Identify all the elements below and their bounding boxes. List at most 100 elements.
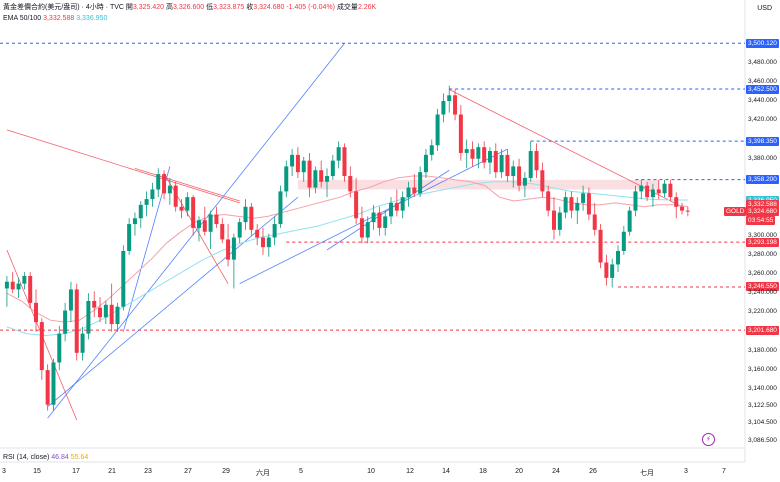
candle-body [307, 160, 312, 188]
candle-body [266, 237, 271, 248]
price-tick-label: 3,246.550 [746, 282, 779, 292]
candle-body [28, 275, 33, 303]
trendline [326, 169, 450, 251]
candle-body [354, 191, 359, 219]
candle-body [243, 206, 248, 223]
candle-body [610, 264, 615, 278]
bar-countdown: 03:54:55 [746, 216, 776, 226]
candle-body [470, 149, 475, 159]
lightning-icon[interactable]: ⚡ [702, 433, 715, 446]
candle-body [278, 191, 283, 225]
candle-body [540, 170, 545, 192]
candle-body [371, 212, 376, 223]
candle-body [249, 206, 254, 230]
candle-body [231, 237, 236, 260]
candle-body [220, 224, 225, 240]
price-tick-label: 3,300.000 [748, 231, 777, 239]
time-tick-label: 29 [222, 468, 230, 475]
candle-body [51, 362, 56, 405]
candle-body [348, 176, 353, 192]
rsi-legend[interactable]: RSI (14, close) 46.84 55.64 [3, 453, 88, 463]
candle-body [639, 185, 644, 192]
candle-body [616, 250, 621, 265]
candle-body [499, 154, 504, 173]
candle-body [284, 166, 289, 192]
candle-body [121, 250, 126, 307]
price-tick-label: 3,280.000 [748, 250, 777, 258]
time-tick-label: 3 [2, 468, 6, 475]
trendline [6, 129, 240, 204]
trendline [134, 167, 240, 202]
price-tick-label: 3,452.500 [746, 84, 779, 94]
candle-body [16, 283, 21, 290]
candle-body [482, 147, 487, 163]
trendline [122, 166, 171, 332]
price-tick-label: 3,332.588 [746, 199, 779, 209]
price-tick-label: 3,324.680 [746, 207, 779, 217]
candle-body [202, 220, 207, 232]
candle-body [563, 197, 568, 213]
candle-body [365, 222, 370, 238]
candle-body [627, 210, 632, 232]
price-tick-label: 3,460.000 [748, 77, 777, 85]
time-tick-label: 14 [442, 468, 450, 475]
candle-body [86, 300, 91, 334]
candle-body [272, 224, 277, 238]
candle-body [517, 166, 522, 186]
time-tick-label: 23 [144, 468, 152, 475]
low-value: 3,323.875 [213, 4, 245, 11]
low-label: 低 [206, 4, 214, 11]
time-tick-label: 26 [589, 468, 597, 475]
ema50-line [6, 175, 688, 323]
ema100-line [6, 181, 688, 337]
candle-body [418, 172, 423, 194]
time-tick-label: 18 [479, 468, 487, 475]
candle-body [685, 210, 690, 212]
horizontal-levels [0, 42, 745, 331]
candle-body [435, 114, 440, 146]
change-value: -1.405 (-0.04%) [286, 4, 335, 11]
candle-body [476, 147, 481, 159]
currency-label[interactable]: USD [757, 5, 772, 12]
candle-body [487, 151, 492, 163]
candle-body [522, 177, 527, 186]
price-tick-label: 3,293.198 [746, 237, 779, 247]
price-tick-label: 3,440.000 [748, 97, 777, 105]
close-value: 3,324.680 [253, 4, 285, 11]
ema100-value: 3,336.950 [76, 15, 108, 22]
candle-body [447, 95, 452, 102]
candle-body [551, 210, 556, 230]
ema50-value: 3,332.588 [43, 15, 75, 22]
candle-body [74, 289, 79, 353]
candle-body [92, 300, 97, 308]
candle-body [383, 216, 388, 228]
price-tick-label: 3,260.000 [748, 270, 777, 278]
candle-body [400, 197, 405, 211]
ema-legend[interactable]: EMA 50/100 3,332.588 3,336.950 [3, 14, 107, 24]
candle-body [581, 193, 586, 203]
candle-body [138, 204, 143, 219]
candle-body [319, 170, 324, 182]
rsi-legend-label: RSI (14, close) [3, 454, 50, 461]
price-tick-label: 3,140.000 [748, 385, 777, 393]
time-tick-label: 六月 [256, 470, 270, 477]
candle-body [557, 212, 562, 230]
candle-body [80, 333, 85, 353]
candle-body [592, 214, 597, 230]
candle-body [295, 154, 300, 173]
symbol-title[interactable]: 黃金差價合約(美元/盎司) · 4小時 · TVC [3, 4, 124, 11]
candle-body [156, 174, 161, 190]
volume-value: 2.26K [357, 4, 377, 11]
candle-body [167, 185, 172, 194]
candle-body [650, 189, 655, 198]
candle-body [301, 160, 306, 173]
ema-legend-label: EMA 50/100 [3, 15, 42, 22]
candle-body [633, 191, 638, 211]
candle-body [493, 151, 498, 173]
symbol-price-tag[interactable]: GOLD [724, 207, 747, 217]
rsi-value: 46.84 [51, 454, 69, 461]
time-tick-label: 12 [406, 468, 414, 475]
price-tick-label: 3,086.500 [748, 436, 777, 444]
high-label: 高 [166, 4, 174, 11]
